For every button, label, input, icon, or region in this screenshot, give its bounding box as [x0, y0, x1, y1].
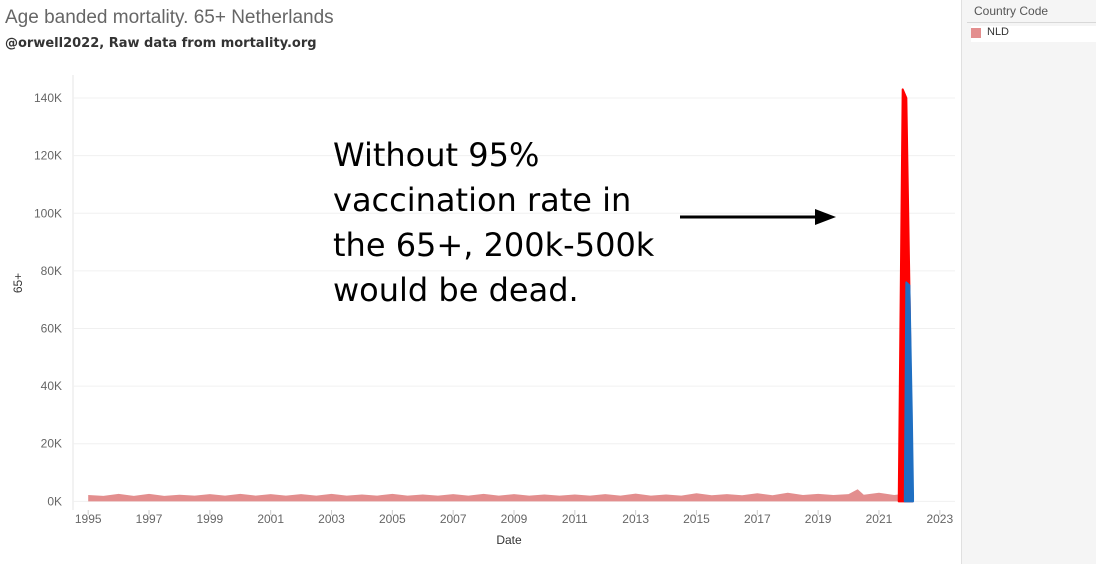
y-tick-label: 120K: [34, 149, 62, 163]
legend-item-nld[interactable]: NLD: [971, 26, 1096, 42]
x-tick-label: 2021: [866, 512, 893, 526]
y-tick-label: 80K: [41, 264, 62, 278]
x-tick-label: 2015: [683, 512, 710, 526]
annotation-text: Without 95% vaccination rate in the 65+,…: [333, 136, 655, 309]
legend-divider: [967, 22, 1096, 23]
x-tick-label: 2017: [744, 512, 771, 526]
legend-swatch: [971, 28, 981, 38]
y-tick-label: 40K: [41, 379, 62, 393]
chart-subtitle: @orwell2022, Raw data from mortality.org: [5, 36, 317, 51]
x-tick-label: 2001: [257, 512, 284, 526]
y-tick-label: 60K: [41, 322, 62, 336]
legend-panel: Country Code NLD: [961, 0, 1096, 564]
x-tick-label: 2005: [379, 512, 406, 526]
chart-plot: 0K 20K 40K 60K 80K 100K 120K 140K 1995 1997 1999 20…: [11, 75, 955, 547]
y-axis-label: 65+: [11, 273, 25, 293]
x-tick-label: 2011: [562, 512, 588, 526]
legend-title: Country Code: [974, 4, 1049, 18]
x-tick-label: 2013: [622, 512, 649, 526]
legend-label: NLD: [987, 26, 1010, 38]
x-axis-label: Date: [496, 533, 522, 547]
x-tick-label: 1995: [75, 512, 102, 526]
x-tick-label: 1997: [136, 512, 163, 526]
y-tick-label: 20K: [41, 437, 62, 451]
x-tick-label: 2023: [926, 512, 953, 526]
y-tick-label: 0K: [47, 494, 62, 508]
series-area-nld: [88, 489, 904, 502]
series-area-blue: [903, 281, 915, 503]
annotation-arrow-head: [815, 209, 836, 225]
y-tick-label: 100K: [34, 206, 62, 220]
x-tick-label: 2009: [501, 512, 528, 526]
chart-title: Age banded mortality. 65+ Netherlands: [5, 7, 334, 28]
x-tick-label: 2007: [440, 512, 467, 526]
x-tick-label: 2019: [805, 512, 832, 526]
x-tick-label: 1999: [197, 512, 224, 526]
x-tick-label: 2003: [318, 512, 345, 526]
y-tick-label: 140K: [34, 91, 62, 105]
